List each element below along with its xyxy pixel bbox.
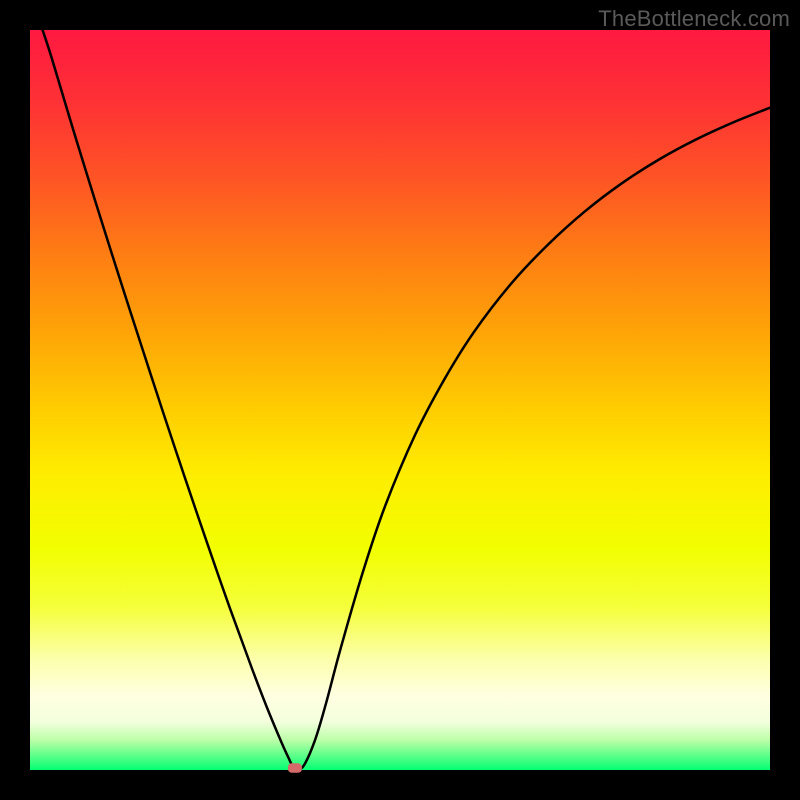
plot-background	[30, 30, 770, 770]
watermark-text: TheBottleneck.com	[598, 6, 790, 32]
bottleneck-chart	[0, 0, 800, 800]
chart-container: { "watermark": "TheBottleneck.com", "dim…	[0, 0, 800, 800]
minimum-marker	[288, 763, 302, 773]
